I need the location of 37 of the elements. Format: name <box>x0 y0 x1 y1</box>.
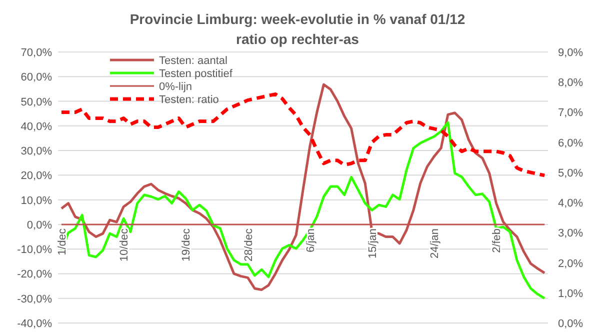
x-tick-label: 19/dec <box>180 228 193 262</box>
x-tick-label: 15/jan <box>367 228 380 258</box>
x-tick-label: 28/dec <box>242 228 255 262</box>
y-tick-label: 40,0% <box>20 120 52 133</box>
y-tick-label: -40,0% <box>17 318 52 330</box>
y-tick-label: 20,0% <box>20 170 52 182</box>
legend-label: Testen postitief <box>159 68 234 80</box>
y-tick-label: -20,0% <box>17 268 52 281</box>
y2-tick-label: 0,0% <box>558 318 584 330</box>
y-tick-label: 70,0% <box>20 47 52 59</box>
x-tick-label: 10/dec <box>118 228 131 262</box>
x-tick-label: 6/jan <box>304 228 317 252</box>
y-tick-label: -10,0% <box>17 244 52 256</box>
y2-tick-label: 4,0% <box>558 198 584 210</box>
legend-label: Testen: aantal <box>159 55 228 67</box>
y2-tick-label: 9,0% <box>558 47 584 59</box>
y2-tick-label: 7,0% <box>558 107 584 120</box>
y2-tick-label: 8,0% <box>558 77 584 90</box>
y-tick-label: 30,0% <box>20 146 52 158</box>
chart-title: Provincie Limburg: week-evolutie in % vanaf 01/12 <box>130 11 466 27</box>
x-tick-label: 1/dec <box>56 228 68 256</box>
x-tick-label: 24/jan <box>429 228 442 258</box>
y2-tick-label: 2,0% <box>558 258 584 270</box>
legend-label: 0%-lijn <box>159 81 192 93</box>
x-tick-label: 2/feb <box>491 228 504 253</box>
y-tick-label: -30,0% <box>17 293 52 306</box>
chart-subtitle: ratio op rechter-as <box>236 31 360 47</box>
y-tick-label: 0,0% <box>26 219 52 232</box>
line-series <box>60 92 546 178</box>
y2-tick-label: 1,0% <box>558 288 584 300</box>
legend-label: Testen: ratio <box>159 94 219 106</box>
y2-tick-label: 5,0% <box>558 167 584 180</box>
y-tick-label: 60,0% <box>20 72 52 84</box>
y-tick-label: 10,0% <box>20 194 52 207</box>
y-tick-label: 50,0% <box>20 96 52 108</box>
y2-tick-label: 3,0% <box>558 228 584 240</box>
y2-tick-label: 6,0% <box>558 137 584 150</box>
